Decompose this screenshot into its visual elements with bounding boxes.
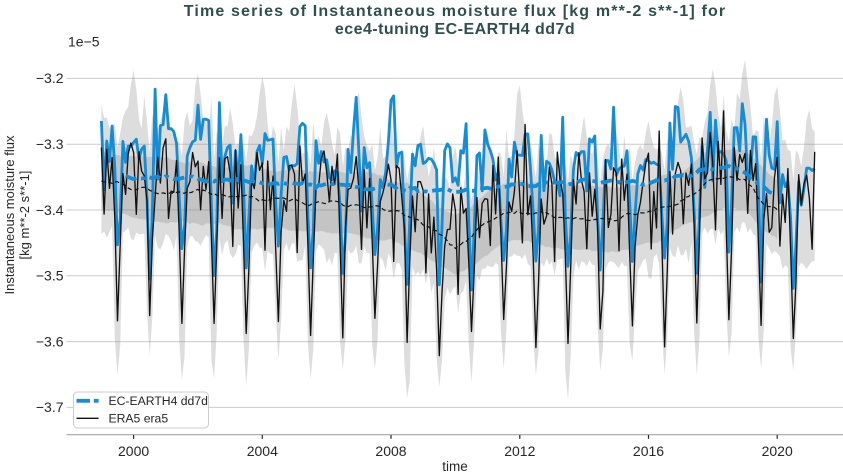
svg-text:EC-EARTH4 dd7d: EC-EARTH4 dd7d [109,394,208,408]
svg-text:−3.6: −3.6 [36,333,64,349]
svg-text:Instantaneous moisture flux: Instantaneous moisture flux [2,135,17,294]
svg-text:1e−5: 1e−5 [68,34,100,50]
svg-text:time: time [442,459,468,474]
svg-text:2020: 2020 [762,443,793,459]
svg-text:ece4-tuning EC-EARTH4 dd7d: ece4-tuning EC-EARTH4 dd7d [335,21,575,38]
svg-text:[kg m**-2 s**-1]: [kg m**-2 s**-1] [17,171,32,260]
svg-text:2008: 2008 [375,443,406,459]
svg-text:−3.3: −3.3 [36,136,64,152]
svg-text:2000: 2000 [118,443,149,459]
svg-text:ERA5 era5: ERA5 era5 [109,412,169,426]
svg-text:−3.5: −3.5 [36,268,64,284]
svg-text:2016: 2016 [633,443,664,459]
svg-text:Time series of Instantaneous m: Time series of Instantaneous moisture fl… [184,3,727,20]
svg-text:−3.4: −3.4 [36,202,64,218]
svg-text:−3.2: −3.2 [36,70,64,86]
svg-text:2004: 2004 [247,443,278,459]
svg-text:2012: 2012 [504,443,535,459]
svg-text:−3.7: −3.7 [36,399,64,415]
